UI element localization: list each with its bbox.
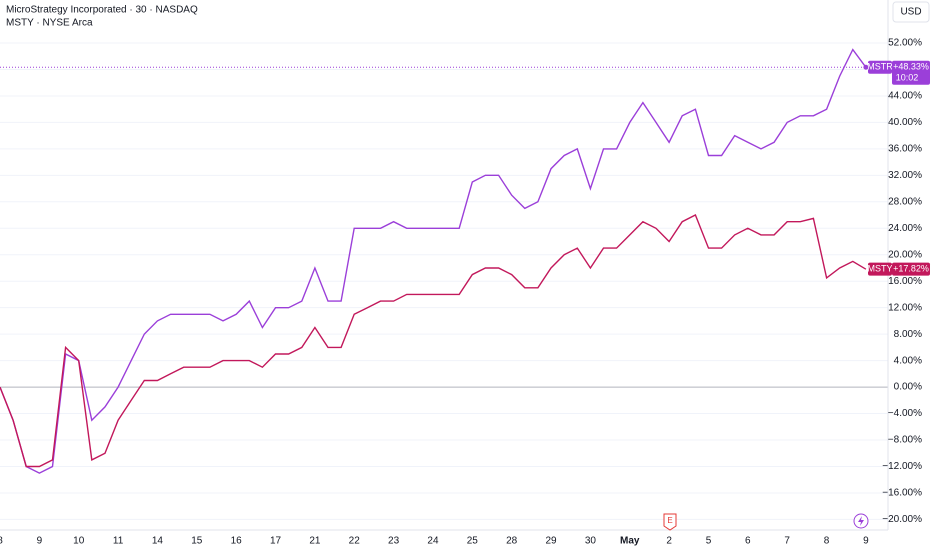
earnings-icon[interactable]: E: [663, 513, 677, 531]
y-tick-label: 36.00%: [888, 144, 922, 155]
x-tick-label: 6: [745, 536, 751, 547]
ticker-name: MSTY: [867, 264, 892, 274]
chart-title: MicroStrategy Incorporated · 30 · NASDAQ: [6, 5, 198, 16]
x-tick-label: 16: [231, 536, 243, 547]
y-tick-label: 24.00%: [888, 223, 922, 234]
x-tick-label: 11: [113, 536, 124, 547]
x-tick-label: 29: [545, 536, 557, 547]
y-tick-label: 32.00%: [888, 170, 922, 181]
svg-text:E: E: [667, 516, 672, 525]
x-tick-label: 24: [427, 536, 439, 547]
y-tick-label: 4.00%: [894, 355, 922, 366]
x-tick-label: May: [620, 536, 640, 547]
series-line: [0, 48, 867, 474]
y-tick-label: 16.00%: [888, 276, 922, 287]
series-line: [0, 214, 867, 468]
y-tick-label: 44.00%: [888, 91, 922, 102]
x-tick-label: 25: [467, 536, 479, 547]
last-point: [863, 64, 869, 70]
chart-subtitle: MSTY · NYSE Arca: [6, 18, 93, 29]
y-tick-label: 0.00%: [894, 382, 922, 393]
y-tick-label: 28.00%: [888, 196, 922, 207]
events-icon[interactable]: [853, 513, 869, 529]
value-badge: [892, 60, 930, 85]
x-tick-label: 14: [152, 536, 164, 547]
x-tick-label: 8: [824, 536, 830, 547]
ticker-badge: [868, 262, 892, 276]
value-label: +17.82%: [893, 264, 929, 274]
value-label: +48.33%: [893, 62, 929, 72]
currency-box[interactable]: [892, 1, 930, 23]
x-tick-label: 5: [706, 536, 712, 547]
y-tick-label: −16.00%: [882, 488, 922, 499]
y-tick-label: 52.00%: [888, 38, 922, 49]
x-tick-label: 15: [191, 536, 203, 547]
y-tick-label: −20.00%: [882, 514, 922, 525]
x-tick-label: 21: [309, 536, 321, 547]
x-tick-label: 28: [506, 536, 518, 547]
x-tick-label: 7: [784, 536, 790, 547]
x-tick-label: 17: [270, 536, 282, 547]
currency[interactable]: USD: [900, 7, 921, 18]
x-tick-label: 22: [349, 536, 361, 547]
ticker-badge: [868, 60, 892, 74]
countdown: 10:02: [896, 73, 919, 83]
x-tick-label: 8: [0, 536, 3, 547]
y-tick-label: 40.00%: [888, 117, 922, 128]
y-tick-label: 20.00%: [888, 249, 922, 260]
x-tick-label: 9: [863, 536, 869, 547]
y-tick-label: 12.00%: [888, 302, 922, 313]
y-tick-label: −12.00%: [882, 461, 922, 472]
x-tick-label: 10: [73, 536, 85, 547]
ticker-name: MSTR: [867, 62, 893, 72]
value-badge: [892, 262, 930, 276]
x-tick-label: 2: [666, 536, 672, 547]
y-tick-label: −8.00%: [888, 435, 922, 446]
y-tick-label: −4.00%: [888, 408, 922, 419]
x-tick-label: 30: [585, 536, 597, 547]
y-tick-label: 8.00%: [894, 329, 922, 340]
x-tick-label: 23: [388, 536, 400, 547]
x-tick-label: 9: [37, 536, 43, 547]
